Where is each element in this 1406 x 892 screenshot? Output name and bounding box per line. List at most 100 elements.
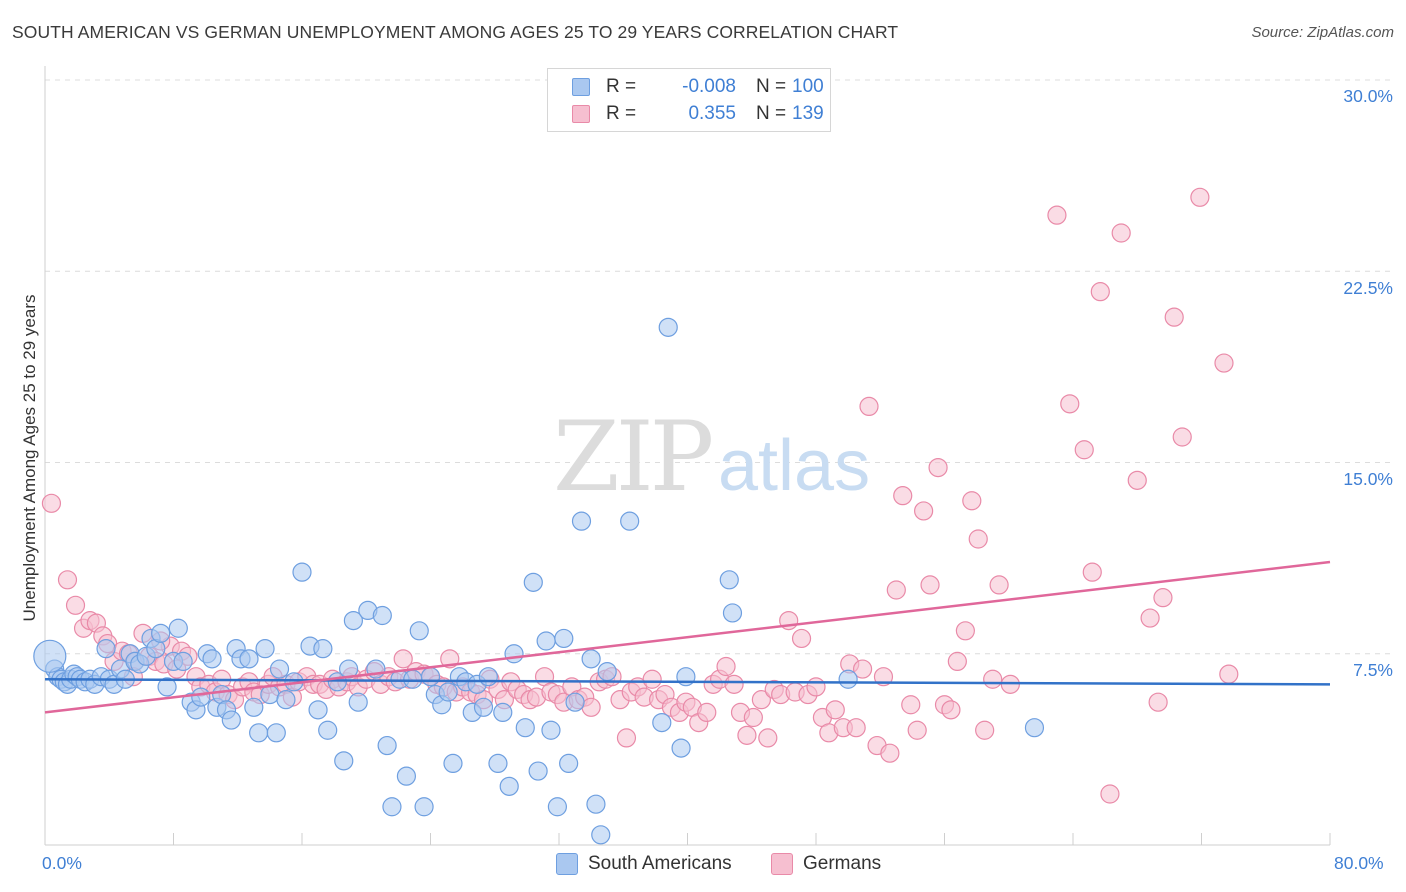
legend-r-label: R = bbox=[606, 76, 637, 97]
data-point bbox=[751, 690, 771, 710]
trend-line-south-americans bbox=[44, 678, 1331, 686]
source-label: Source: ZipAtlas.com bbox=[1251, 24, 1394, 41]
data-point bbox=[1090, 282, 1110, 302]
data-point bbox=[168, 618, 188, 638]
data-point bbox=[202, 649, 222, 669]
data-point bbox=[616, 728, 637, 748]
data-point bbox=[255, 639, 275, 659]
trend-line-germans bbox=[44, 560, 1331, 714]
data-point bbox=[313, 639, 333, 659]
data-point bbox=[1190, 187, 1210, 207]
data-point bbox=[846, 718, 866, 738]
data-point bbox=[658, 317, 678, 337]
data-point bbox=[947, 651, 967, 672]
data-point bbox=[438, 682, 458, 702]
data-point bbox=[65, 595, 86, 615]
data-point bbox=[1111, 223, 1131, 243]
data-point bbox=[276, 690, 296, 710]
data-point bbox=[499, 776, 519, 796]
data-point bbox=[269, 659, 290, 679]
legend-swatch-pink bbox=[572, 105, 590, 123]
data-point bbox=[559, 753, 579, 774]
data-point bbox=[597, 661, 617, 682]
data-point bbox=[591, 825, 611, 845]
data-point bbox=[1100, 784, 1120, 804]
data-point bbox=[377, 735, 397, 756]
legend-n-label: N = bbox=[756, 103, 787, 124]
data-point bbox=[893, 486, 913, 506]
data-point bbox=[443, 753, 463, 774]
y-tick-label: 7.5% bbox=[1353, 660, 1393, 680]
data-point bbox=[565, 692, 585, 712]
data-point bbox=[886, 580, 906, 600]
data-point bbox=[743, 707, 763, 728]
data-point bbox=[955, 621, 975, 641]
axes bbox=[44, 66, 1331, 846]
data-point bbox=[620, 511, 640, 531]
data-point bbox=[697, 702, 717, 723]
data-point bbox=[962, 491, 982, 511]
data-point bbox=[1047, 205, 1067, 225]
data-point bbox=[716, 656, 736, 677]
data-point bbox=[493, 702, 513, 723]
data-point bbox=[403, 669, 423, 689]
data-point bbox=[348, 692, 368, 712]
data-point bbox=[541, 720, 561, 740]
data-point bbox=[1074, 440, 1094, 460]
legend-swatch-blue bbox=[556, 853, 578, 875]
legend-n-label: N = bbox=[756, 76, 787, 97]
data-point bbox=[57, 570, 78, 590]
data-point bbox=[914, 501, 934, 521]
data-point bbox=[719, 570, 739, 590]
data-point bbox=[528, 761, 548, 781]
data-point bbox=[260, 684, 280, 705]
data-point bbox=[173, 651, 193, 672]
legend-r-label: R = bbox=[606, 103, 637, 124]
data-point bbox=[873, 667, 894, 687]
data-point bbox=[478, 667, 498, 687]
y-axis-label: Unemployment Among Ages 25 to 29 years bbox=[20, 294, 39, 622]
data-point bbox=[266, 723, 286, 743]
legend-n-value: 100 bbox=[792, 76, 824, 97]
data-point bbox=[975, 720, 995, 740]
data-point bbox=[1153, 588, 1173, 608]
data-point bbox=[318, 720, 338, 740]
data-point bbox=[968, 529, 988, 549]
gridlines bbox=[45, 79, 1392, 655]
data-point bbox=[838, 669, 858, 689]
data-point bbox=[547, 797, 567, 817]
y-tick-label: 22.5% bbox=[1343, 278, 1393, 298]
data-point bbox=[941, 700, 961, 720]
data-point bbox=[571, 511, 592, 531]
data-point bbox=[1148, 692, 1168, 712]
correlation-legend: R = -0.008 N = 100 R = 0.355 N = 139 bbox=[547, 68, 831, 132]
data-point bbox=[907, 720, 927, 740]
data-point bbox=[249, 723, 269, 743]
data-point bbox=[515, 718, 535, 738]
data-point bbox=[859, 396, 879, 416]
data-point bbox=[901, 695, 921, 715]
data-point bbox=[825, 700, 845, 720]
data-point bbox=[292, 562, 312, 582]
data-point bbox=[33, 639, 67, 673]
data-point bbox=[806, 677, 826, 697]
data-point bbox=[983, 669, 1003, 689]
data-point bbox=[191, 687, 211, 707]
data-point bbox=[642, 669, 662, 689]
watermark-atlas: atlas bbox=[718, 426, 870, 506]
data-point bbox=[382, 797, 402, 817]
legend-r-value: -0.008 bbox=[682, 76, 736, 97]
y-tick-label: 15.0% bbox=[1343, 469, 1393, 489]
data-point bbox=[1082, 562, 1102, 582]
data-point bbox=[393, 649, 413, 669]
data-point bbox=[420, 667, 441, 687]
data-point bbox=[536, 631, 556, 651]
south-americans-points bbox=[33, 317, 1045, 845]
data-point bbox=[1140, 608, 1160, 628]
chart-title: SOUTH AMERICAN VS GERMAN UNEMPLOYMENT AM… bbox=[12, 22, 899, 42]
data-point bbox=[414, 797, 434, 817]
trend-lines bbox=[44, 560, 1331, 714]
data-point bbox=[852, 659, 873, 679]
legend-n-value: 139 bbox=[792, 103, 824, 124]
data-point bbox=[722, 603, 743, 623]
